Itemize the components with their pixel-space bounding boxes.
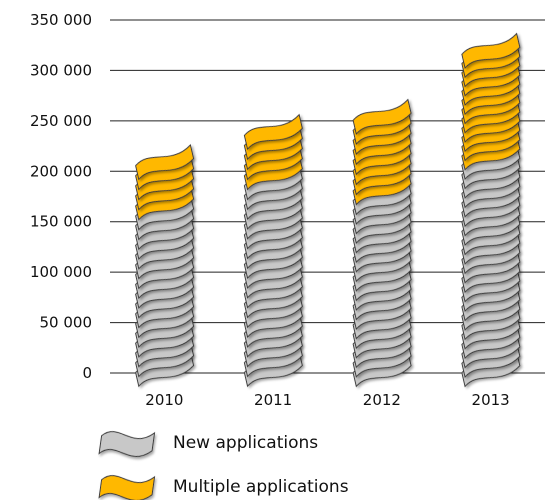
bar-segment bbox=[135, 143, 195, 221]
y-tick-label: 250 000 bbox=[30, 112, 92, 130]
y-tick-label: 350 000 bbox=[30, 11, 92, 29]
y-tick-label: 0 bbox=[82, 364, 92, 382]
y-tick-label: 100 000 bbox=[30, 263, 92, 281]
bar-2010 bbox=[135, 143, 195, 388]
legend-label: Multiple applications bbox=[173, 477, 349, 497]
x-tick-label: 2012 bbox=[363, 391, 401, 409]
bar-segment bbox=[461, 143, 521, 388]
legend-swatch bbox=[98, 475, 156, 500]
y-tick-label: 200 000 bbox=[30, 162, 92, 180]
bar-sheet bbox=[135, 143, 195, 181]
y-axis-labels: 0 50 000 100 000 150 000 200 000 250 000 300 0… bbox=[30, 11, 92, 382]
y-tick-label: 150 000 bbox=[30, 213, 92, 231]
bar-segment bbox=[352, 98, 412, 206]
bar-segment bbox=[135, 194, 195, 388]
legend-item: Multiple applications bbox=[98, 475, 349, 500]
legend-label: New applications bbox=[173, 433, 318, 453]
legend: New applications Multiple applications bbox=[98, 431, 349, 500]
bar-segment bbox=[461, 32, 521, 171]
legend-item: New applications bbox=[98, 431, 318, 457]
legend-swatch bbox=[98, 431, 156, 457]
bar-sheet bbox=[461, 32, 521, 70]
bar-2011 bbox=[243, 113, 303, 388]
x-axis-labels: 2010 2011 2012 2013 bbox=[145, 391, 509, 409]
x-tick-label: 2013 bbox=[472, 391, 510, 409]
bars bbox=[135, 32, 521, 388]
bar-sheet bbox=[352, 98, 412, 136]
bar-sheet bbox=[243, 113, 303, 151]
x-tick-label: 2010 bbox=[145, 391, 183, 409]
bar-segment bbox=[243, 113, 303, 191]
bar-2013 bbox=[461, 32, 521, 388]
bar-2012 bbox=[352, 98, 412, 388]
bar-segment bbox=[243, 164, 303, 388]
x-tick-label: 2011 bbox=[254, 391, 292, 409]
y-tick-label: 300 000 bbox=[30, 61, 92, 79]
bar-segment bbox=[352, 178, 412, 388]
y-tick-label: 50 000 bbox=[40, 314, 93, 332]
